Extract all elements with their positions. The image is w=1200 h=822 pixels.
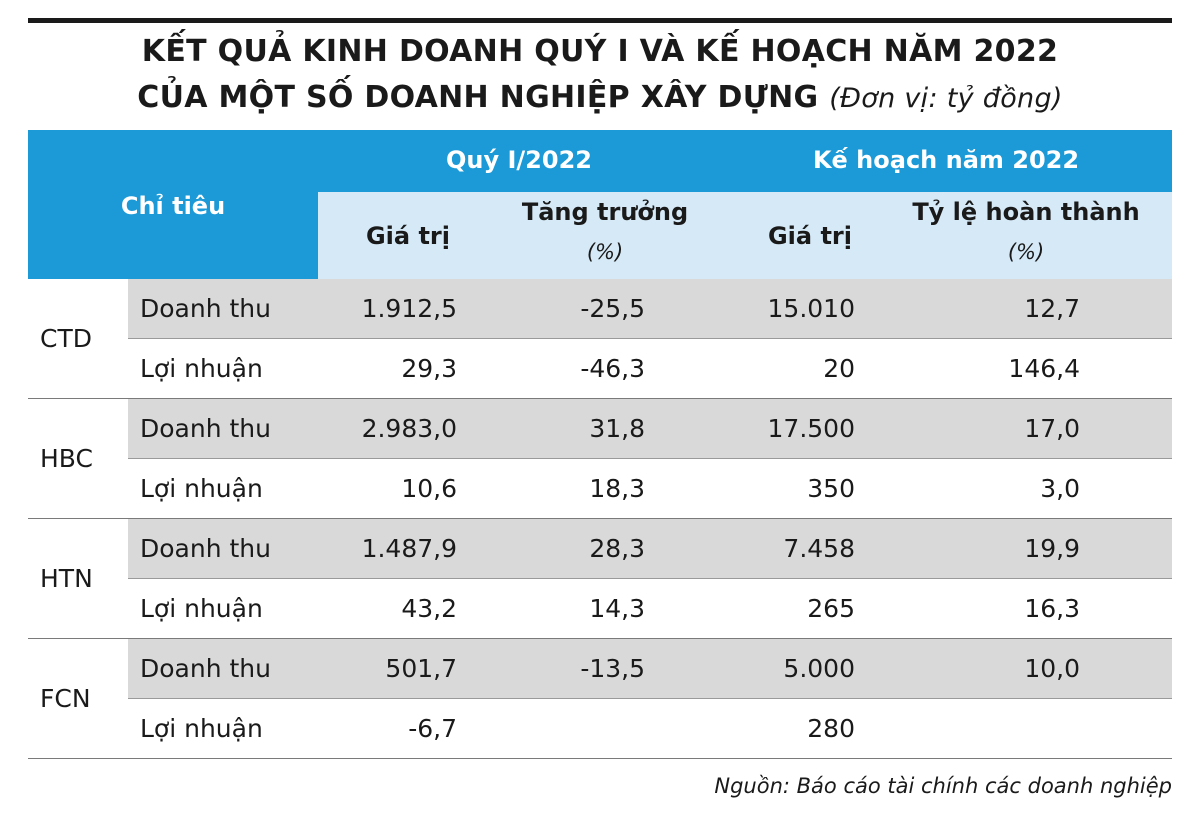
row-divider — [128, 698, 1172, 699]
value-cell: 16,3 — [1024, 594, 1080, 623]
row-divider — [128, 458, 1172, 459]
subheader-cell: Giá trị — [767, 222, 852, 250]
value-cell: 12,7 — [1024, 294, 1080, 323]
value-cell: 501,7 — [385, 654, 457, 683]
value-cell: 265 — [807, 594, 855, 623]
subheader-note: (%) — [586, 240, 624, 264]
value-cell: 350 — [807, 474, 855, 503]
top-rule — [28, 18, 1172, 23]
value-cell: -13,5 — [580, 654, 645, 683]
row-divider — [128, 338, 1172, 339]
value-cell: 19,9 — [1024, 534, 1080, 563]
value-cell: 20 — [823, 354, 855, 383]
value-cell: 28,3 — [589, 534, 645, 563]
row-label: Doanh thu — [140, 414, 271, 443]
title-line: CỦA MỘT SỐ DOANH NGHIỆP XÂY DỰNG — [137, 80, 819, 115]
value-cell: 31,8 — [589, 414, 645, 443]
value-cell: 7.458 — [783, 534, 855, 563]
row-label: Lợi nhuận — [140, 594, 263, 623]
row-band — [128, 399, 1172, 459]
header-cell: Quý I/2022 — [446, 146, 592, 174]
subheader-cell: Tăng trưởng — [521, 198, 689, 226]
value-cell: 29,3 — [401, 354, 457, 383]
company-name: HTN — [40, 564, 93, 593]
row-divider — [128, 578, 1172, 579]
row-band — [128, 639, 1172, 699]
value-cell: -6,7 — [408, 714, 457, 743]
row-label: Doanh thu — [140, 654, 271, 683]
subheader-note: (%) — [1007, 240, 1045, 264]
subheader-cell: Giá trị — [365, 222, 450, 250]
value-cell: 17,0 — [1024, 414, 1080, 443]
value-cell: -25,5 — [580, 294, 645, 323]
company-name: FCN — [40, 684, 91, 713]
value-cell: 10,0 — [1024, 654, 1080, 683]
title: CỦA MỘT SỐ DOANH NGHIỆP XÂY DỰNG (Đơn vị… — [0, 80, 1200, 115]
value-cell: 17.500 — [767, 414, 855, 443]
value-cell: 43,2 — [401, 594, 457, 623]
row-band — [128, 519, 1172, 579]
row-label: Doanh thu — [140, 294, 271, 323]
value-cell: 2.983,0 — [361, 414, 457, 443]
row-label: Doanh thu — [140, 534, 271, 563]
value-cell: 1.912,5 — [361, 294, 457, 323]
row-band — [128, 279, 1172, 339]
value-cell: 15.010 — [767, 294, 855, 323]
value-cell: 146,4 — [1008, 354, 1080, 383]
value-cell: 3,0 — [1040, 474, 1080, 503]
value-cell: 280 — [807, 714, 855, 743]
value-cell: -46,3 — [580, 354, 645, 383]
group-divider — [28, 638, 1172, 639]
row-label: Lợi nhuận — [140, 474, 263, 503]
row-label: Lợi nhuận — [140, 714, 263, 743]
value-cell: 10,6 — [401, 474, 457, 503]
subheader-cell: Tỷ lệ hoàn thành — [912, 198, 1140, 226]
row-label: Lợi nhuận — [140, 354, 263, 383]
company-name: HBC — [40, 444, 93, 473]
unit: (Đơn vị: tỷ đồng) — [829, 83, 1063, 114]
value-cell: 5.000 — [783, 654, 855, 683]
group-divider — [28, 518, 1172, 519]
group-divider — [28, 398, 1172, 399]
value-cell: 14,3 — [589, 594, 645, 623]
value-cell: 18,3 — [589, 474, 645, 503]
company-name: CTD — [40, 324, 92, 353]
header-cell: Chỉ tiêu — [120, 192, 226, 220]
value-cell: 1.487,9 — [361, 534, 457, 563]
group-divider — [28, 758, 1172, 759]
subheader-band — [318, 192, 1172, 279]
title: KẾT QUẢ KINH DOANH QUÝ I VÀ KẾ HOẠCH NĂM… — [141, 34, 1059, 69]
header-cell: Kế hoạch năm 2022 — [812, 146, 1080, 174]
source: Nguồn: Báo cáo tài chính các doanh nghiệ… — [714, 774, 1172, 798]
